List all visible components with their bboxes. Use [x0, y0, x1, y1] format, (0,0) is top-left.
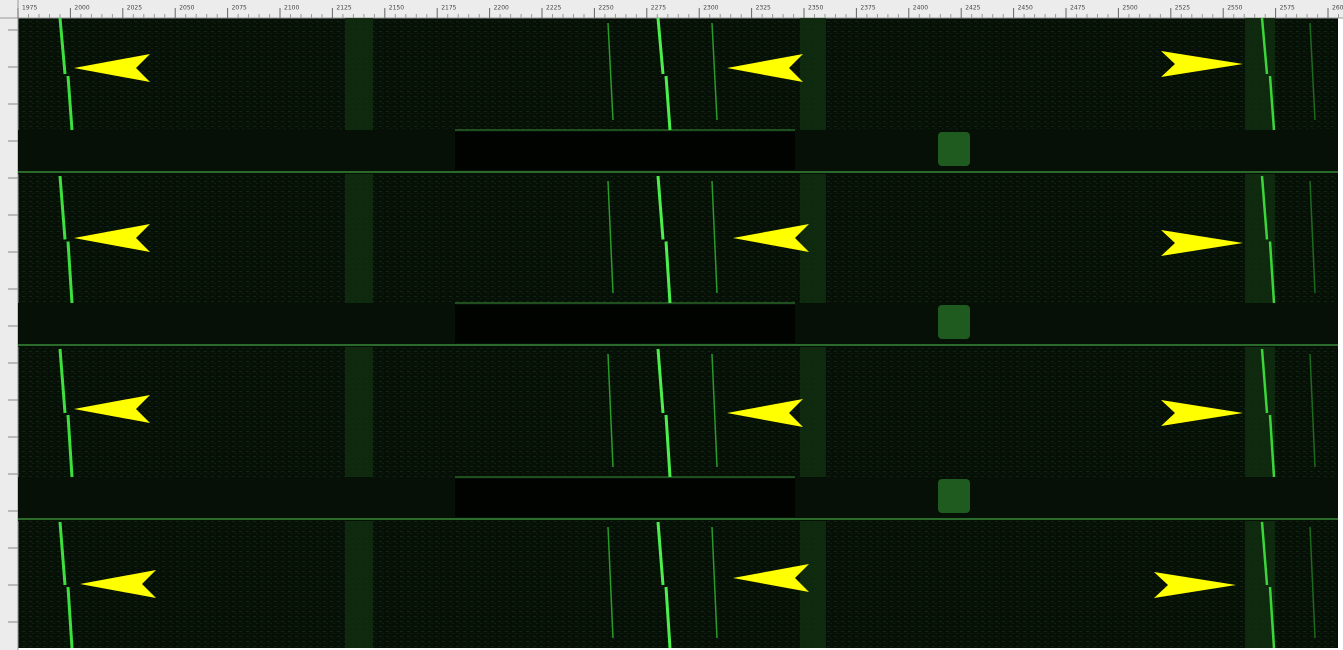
faint-signal [607, 526, 614, 639]
signals [18, 17, 1338, 649]
ruler-label: 2225 [546, 5, 561, 12]
signal [66, 586, 74, 649]
ruler-label: 2275 [651, 5, 666, 12]
dark-block [455, 305, 795, 343]
arrow [733, 224, 809, 252]
left-ruler [0, 0, 18, 650]
faint-signal [711, 180, 718, 294]
ruler-label: 2200 [494, 5, 509, 12]
faint-signal [711, 526, 718, 639]
ruler-label: 2075 [232, 5, 247, 12]
blob [938, 305, 970, 339]
ruler-label: 2500 [1122, 5, 1137, 12]
ruler-label: 2325 [756, 5, 771, 12]
arrow [727, 54, 803, 82]
arrow [80, 570, 156, 598]
dark-block [455, 479, 795, 517]
ruler-label: 1975 [22, 5, 37, 12]
blob [938, 132, 970, 166]
signal [656, 175, 665, 240]
dark-block [455, 132, 795, 170]
ruler-label: 2100 [284, 5, 299, 12]
ruler-label: 2425 [965, 5, 980, 12]
signal [664, 75, 672, 131]
arrow [74, 395, 150, 423]
edge [1338, 18, 1343, 650]
ruler-label: 2300 [703, 5, 718, 12]
faint-signal [607, 22, 614, 121]
ruler-label: 2475 [1070, 5, 1085, 12]
signal [1268, 586, 1276, 649]
signal [66, 75, 74, 131]
ruler-label: 2400 [913, 5, 928, 12]
ruler-label: 2375 [860, 5, 875, 12]
signal [58, 348, 67, 414]
faint-signal [607, 180, 614, 294]
arrow [727, 399, 803, 427]
ruler-labels: 1975 2000 2025 2050 2075 2100 2125 2150 2175 2200… [8, 5, 1343, 623]
faint-signal [1309, 22, 1316, 121]
faint-signal [711, 353, 718, 468]
arrow [74, 224, 150, 252]
faint-signal [1309, 180, 1316, 294]
ruler-label: 2250 [598, 5, 613, 12]
arrow [1161, 51, 1243, 77]
ruler-label: 2175 [441, 5, 456, 12]
signal [664, 241, 672, 304]
faint-signal [1309, 526, 1316, 639]
signal [66, 241, 74, 304]
top-ruler [0, 0, 1343, 18]
ruler-label: 2050 [179, 5, 194, 12]
signal [1260, 521, 1269, 586]
signal [58, 17, 67, 75]
ruler-label: 2000 [74, 5, 89, 12]
ruler-label: 2525 [1175, 5, 1190, 12]
signal [1268, 75, 1276, 131]
signal [1260, 17, 1269, 75]
signal [664, 414, 672, 478]
faint-signal [607, 353, 614, 468]
arrow [1154, 572, 1236, 598]
signal [664, 586, 672, 649]
arrow [74, 54, 150, 82]
ruler-label: 2025 [127, 5, 142, 12]
ruler-label: 2450 [1018, 5, 1033, 12]
signal [66, 414, 74, 478]
faint-signal [711, 22, 718, 121]
ruler-label: 2150 [389, 5, 404, 12]
faint-signal [1309, 353, 1316, 468]
signal [1260, 175, 1269, 240]
signal [58, 175, 67, 240]
ruler-label: 2350 [808, 5, 823, 12]
ruler-label: 2575 [1280, 5, 1295, 12]
ruler-label: 2550 [1227, 5, 1242, 12]
signal [1260, 348, 1269, 414]
ruler-label: 2600 [1332, 5, 1343, 12]
signal [656, 348, 665, 414]
signal [1268, 414, 1276, 478]
blob [938, 479, 970, 513]
signal [1268, 241, 1276, 304]
arrow [733, 564, 809, 592]
signal [656, 17, 665, 75]
signal [656, 521, 665, 586]
arrows [74, 51, 1243, 598]
arrow [1161, 230, 1243, 256]
signal [58, 521, 67, 586]
ruler-label: 2125 [336, 5, 351, 12]
arrow [1161, 400, 1243, 426]
